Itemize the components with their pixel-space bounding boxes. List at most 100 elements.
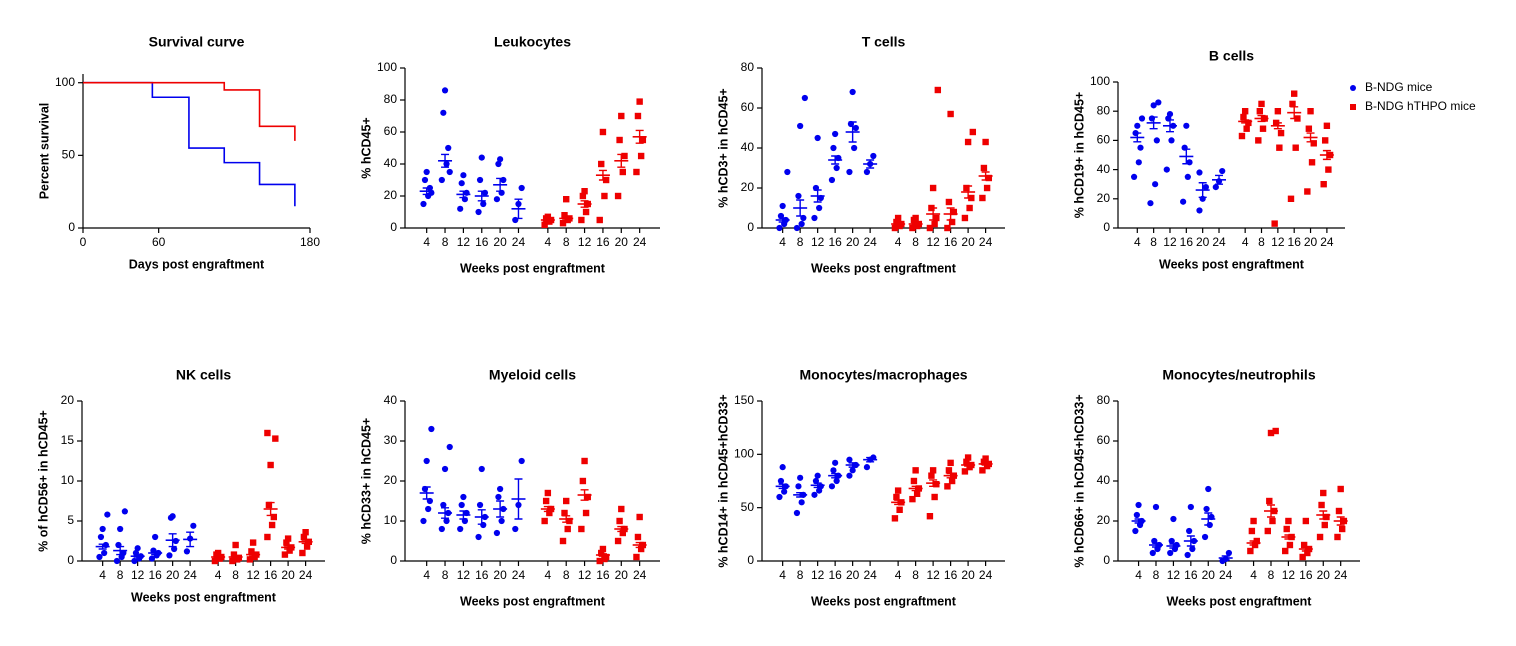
data-point [428, 425, 435, 433]
data-point [817, 483, 824, 490]
data-point [1282, 547, 1289, 555]
data-point [1134, 122, 1141, 129]
chart-title: Myeloid cells [489, 367, 576, 383]
x-tick-label: 60 [152, 235, 166, 249]
x-tick-label: 16 [1299, 568, 1313, 582]
x-tick-label: 20 [1196, 235, 1210, 249]
data-point [828, 176, 836, 184]
data-point [518, 184, 525, 192]
data-point [598, 549, 605, 557]
y-tick-label: 40 [384, 156, 398, 170]
data-point [1310, 140, 1317, 147]
error-bar [981, 171, 990, 181]
data-point [497, 156, 504, 163]
data-point [969, 128, 977, 136]
data-point [982, 455, 989, 462]
data-point [1130, 173, 1138, 180]
data-point [283, 539, 290, 546]
x-tick-label: 12 [457, 235, 471, 249]
error-bar [1215, 174, 1224, 185]
data-point [795, 192, 802, 200]
data-point [1289, 100, 1296, 108]
data-point [476, 501, 484, 509]
data-point [117, 525, 124, 533]
data-point [284, 535, 292, 542]
data-point [1202, 184, 1209, 191]
data-point [1163, 166, 1170, 173]
error-bar [562, 515, 571, 523]
data-point [896, 506, 903, 513]
data-point [929, 184, 937, 192]
data-point [909, 224, 916, 232]
data-point [1189, 545, 1196, 553]
error-bar [894, 499, 903, 506]
x-tick-label: 4 [215, 568, 222, 582]
data-point [1272, 427, 1279, 435]
data-point [616, 517, 623, 525]
data-point [784, 168, 791, 176]
data-point [1170, 515, 1177, 523]
data-point [634, 533, 642, 541]
data-point [97, 533, 105, 541]
x-tick-label: 16 [828, 235, 842, 249]
x-tick-label: 24 [633, 235, 647, 249]
data-point [1205, 485, 1212, 493]
x-tick-label: 4 [1134, 235, 1141, 249]
error-bar [168, 533, 177, 548]
data-point [833, 164, 840, 172]
data-point [776, 224, 783, 232]
data-point [438, 176, 445, 184]
data-point [1337, 485, 1344, 493]
data-point [801, 94, 808, 102]
x-axis-title: Weeks post engraftment [460, 594, 606, 608]
data-point [1321, 137, 1329, 144]
data-point [1271, 220, 1278, 227]
x-tick-label: 8 [1150, 235, 1157, 249]
data-point [1305, 125, 1313, 132]
x-tick-label: 12 [246, 568, 260, 582]
y-tick-label: 50 [62, 148, 76, 162]
data-point [863, 168, 871, 176]
data-point [985, 174, 993, 182]
data-point [933, 214, 940, 222]
data-point [963, 458, 970, 465]
data-point [132, 549, 140, 557]
data-point [961, 468, 969, 475]
data-point [811, 214, 818, 222]
data-point [457, 205, 464, 212]
data-point [563, 196, 570, 203]
x-tick-label: 12 [811, 568, 825, 582]
x-tick-label: 4 [423, 568, 430, 582]
data-point [1267, 429, 1275, 437]
data-point [584, 493, 591, 501]
x-tick-label: 180 [300, 235, 320, 249]
data-point [1334, 533, 1341, 541]
data-point [1180, 198, 1187, 205]
data-point [814, 134, 821, 142]
x-tick-label: 4 [1242, 235, 1249, 249]
data-point [781, 488, 788, 495]
data-point [852, 124, 859, 132]
y-tick-label: 100 [734, 447, 754, 461]
data-point [637, 152, 645, 160]
data-point [637, 545, 645, 553]
y-tick-label: 20 [384, 188, 398, 202]
data-point [1196, 207, 1203, 214]
data-point [443, 517, 450, 525]
error-bar [98, 543, 107, 550]
data-point [564, 525, 571, 533]
data-point [121, 508, 128, 515]
y-axis-title: Percent survival [37, 103, 51, 200]
data-point [894, 487, 902, 494]
y-tick-label: 80 [384, 92, 398, 106]
x-tick-label: 8 [912, 568, 919, 582]
data-point [945, 198, 953, 206]
error-bar [796, 492, 805, 498]
y-tick-label: 30 [384, 433, 398, 447]
x-tick-label: 8 [563, 235, 570, 249]
data-point [1287, 195, 1295, 202]
data-point [618, 112, 625, 120]
data-point [1137, 144, 1144, 151]
data-point [1203, 505, 1210, 513]
y-tick-label: 0 [390, 220, 397, 234]
